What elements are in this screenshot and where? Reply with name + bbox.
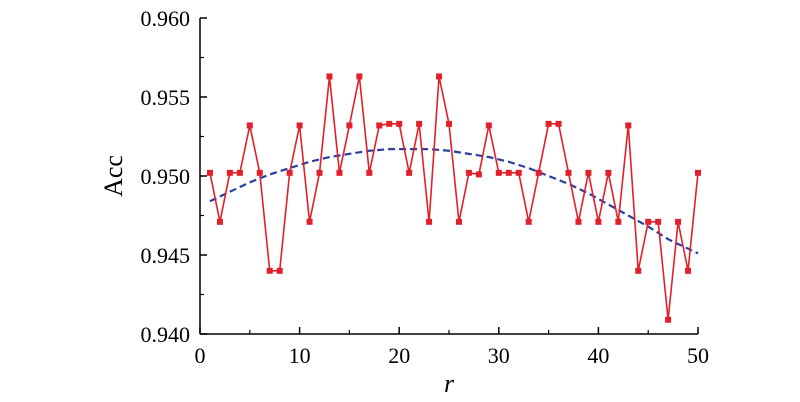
data-point	[366, 169, 373, 176]
y-ticks: 0.940 0.945 0.950 0.955 0.960	[141, 6, 207, 347]
data-point	[665, 316, 672, 323]
data-point	[226, 169, 233, 176]
data-point	[585, 169, 592, 176]
data-point	[356, 73, 363, 80]
data-point	[296, 122, 303, 129]
data-point	[575, 218, 582, 225]
x-tick-label: 40	[587, 343, 609, 368]
data-point	[485, 122, 492, 129]
x-tick-label: 20	[388, 343, 410, 368]
data-point	[316, 169, 323, 176]
data-point	[655, 218, 662, 225]
data-point	[625, 122, 632, 129]
x-tick-label: 50	[687, 343, 709, 368]
data-point	[615, 218, 622, 225]
x-ticks: 0 10 20 30 40 50	[195, 327, 709, 368]
x-tick-label: 30	[488, 343, 510, 368]
y-tick-label: 0.955	[141, 85, 191, 110]
data-point	[635, 267, 642, 274]
data-point	[545, 120, 552, 127]
trend-line	[209, 148, 699, 255]
data-point	[555, 120, 562, 127]
data-point	[675, 218, 682, 225]
data-point	[386, 120, 393, 127]
data-point	[216, 218, 223, 225]
x-tick-label: 10	[289, 343, 311, 368]
series-layer	[206, 73, 701, 323]
data-point	[376, 122, 383, 129]
data-point	[396, 120, 403, 127]
y-axis-title: Acc	[99, 155, 128, 197]
x-axis-title: r	[444, 369, 455, 398]
data-point	[645, 218, 652, 225]
data-point	[206, 169, 213, 176]
data-point	[525, 218, 532, 225]
data-point	[605, 169, 612, 176]
x-tick-label: 0	[195, 343, 206, 368]
y-tick-label: 0.940	[141, 322, 191, 347]
data-point	[426, 218, 433, 225]
data-point	[276, 267, 283, 274]
data-point	[406, 169, 413, 176]
data-point	[505, 169, 512, 176]
data-point	[595, 218, 602, 225]
y-tick-label: 0.950	[141, 164, 191, 189]
data-point	[446, 120, 452, 127]
data-point	[346, 122, 353, 129]
data-point	[475, 171, 482, 178]
data-point	[286, 169, 293, 176]
data-point	[336, 169, 343, 176]
data-point	[535, 169, 542, 176]
data-point	[326, 73, 333, 80]
data-point	[306, 218, 313, 225]
data-point	[695, 169, 701, 176]
data-point	[266, 267, 273, 274]
series-line	[209, 76, 699, 320]
data-point	[495, 169, 502, 176]
y-tick-label: 0.945	[141, 243, 191, 268]
data-point	[565, 169, 572, 176]
data-point	[236, 169, 243, 176]
data-point	[465, 169, 472, 176]
data-point	[246, 122, 253, 129]
y-tick-label: 0.960	[141, 6, 191, 31]
data-point	[436, 73, 443, 80]
data-point	[515, 169, 522, 176]
data-point	[416, 120, 423, 127]
data-point	[685, 267, 692, 274]
data-point	[256, 169, 263, 176]
data-point	[455, 218, 462, 225]
